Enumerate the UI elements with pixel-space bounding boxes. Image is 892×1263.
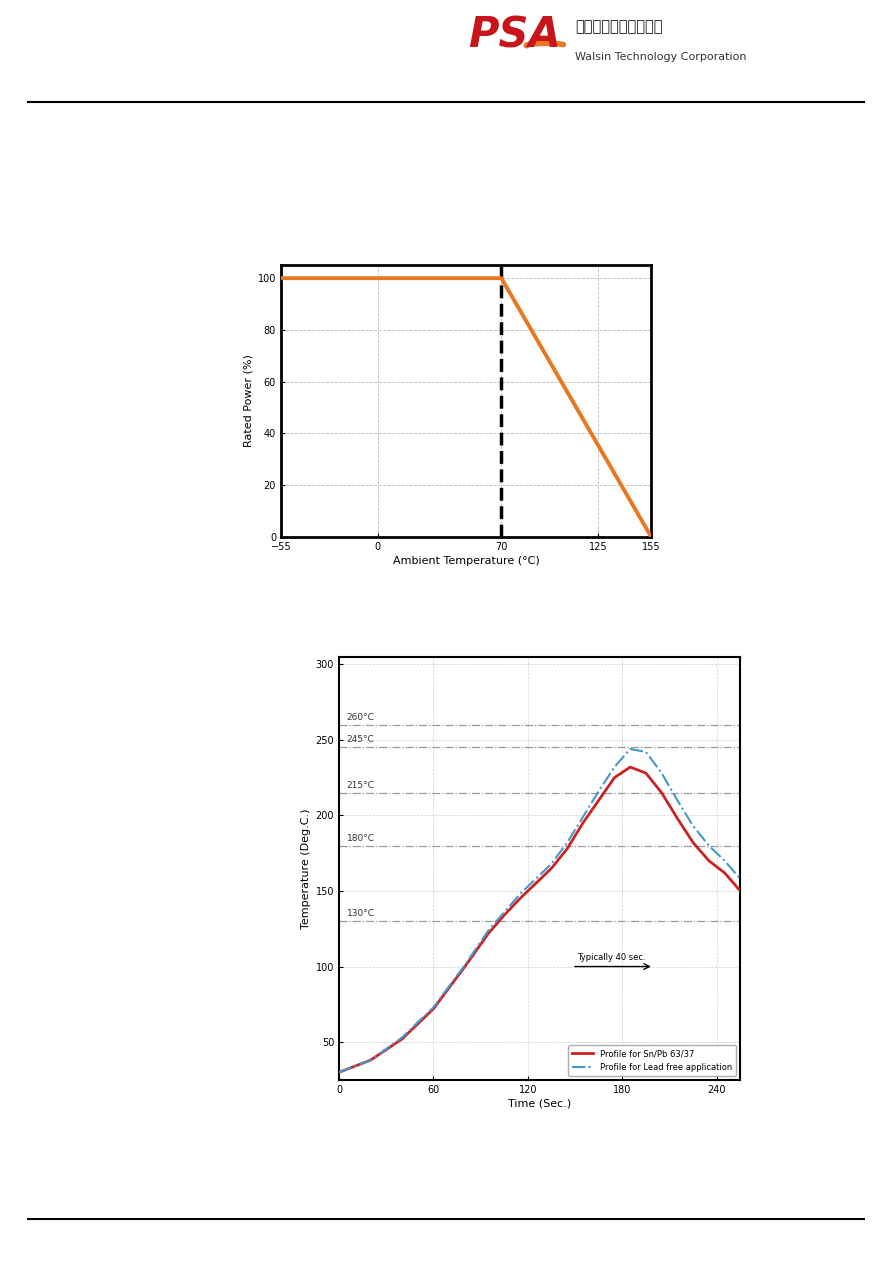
Profile for Sn/Pb 63/37 — [397, 1032, 408, 1047]
Profile for Lead free application — [672, 793, 682, 808]
Y-axis label: Temperature (Deg.C.): Temperature (Deg.C.) — [301, 808, 311, 928]
Profile for Sn/Pb 63/37 — [624, 759, 635, 774]
Profile for Lead free application — [624, 741, 635, 757]
Text: 260°C: 260°C — [347, 712, 375, 721]
Profile for Lead free application — [499, 904, 509, 919]
Text: 130°C: 130°C — [347, 909, 375, 918]
Profile for Lead free application — [397, 1031, 408, 1046]
Text: 215°C: 215°C — [347, 781, 375, 789]
Y-axis label: Rated Power (%): Rated Power (%) — [244, 355, 253, 447]
Profile for Sn/Pb 63/37 — [459, 959, 470, 974]
Profile for Sn/Pb 63/37 — [704, 854, 714, 869]
Profile for Sn/Pb 63/37 — [640, 765, 651, 781]
X-axis label: Time (Sec.): Time (Sec.) — [508, 1099, 571, 1109]
Profile for Lead free application — [578, 810, 589, 825]
Profile for Lead free application — [334, 1065, 344, 1080]
Profile for Sn/Pb 63/37 — [483, 926, 494, 941]
Text: Walsin Technology Corporation: Walsin Technology Corporation — [575, 52, 747, 62]
Profile for Sn/Pb 63/37 — [735, 883, 746, 898]
Profile for Lead free application — [546, 856, 557, 871]
Profile for Lead free application — [704, 839, 714, 854]
Profile for Sn/Pb 63/37 — [515, 890, 525, 906]
Profile for Sn/Pb 63/37 — [531, 875, 541, 890]
Profile for Sn/Pb 63/37 — [657, 786, 667, 801]
Text: 華新科技股份有限公司: 華新科技股份有限公司 — [575, 19, 663, 34]
Text: 180°C: 180°C — [347, 834, 375, 842]
Profile for Sn/Pb 63/37 — [609, 770, 620, 786]
Profile for Sn/Pb 63/37 — [593, 793, 604, 808]
Profile for Sn/Pb 63/37 — [719, 865, 730, 880]
Profile for Sn/Pb 63/37 — [688, 835, 698, 850]
Profile for Lead free application — [719, 854, 730, 869]
Line: Profile for Lead free application: Profile for Lead free application — [339, 749, 740, 1072]
Profile for Lead free application — [562, 835, 573, 850]
Profile for Lead free application — [515, 887, 525, 902]
Profile for Lead free application — [688, 818, 698, 834]
Profile for Sn/Pb 63/37 — [499, 908, 509, 923]
X-axis label: Ambient Temperature (°C): Ambient Temperature (°C) — [392, 556, 540, 566]
Profile for Lead free application — [593, 783, 604, 798]
Text: Typically 40 sec.: Typically 40 sec. — [576, 954, 645, 962]
Profile for Lead free application — [735, 871, 746, 887]
Profile for Sn/Pb 63/37 — [672, 811, 682, 826]
Text: 245°C: 245°C — [347, 735, 375, 744]
Profile for Sn/Pb 63/37 — [428, 1002, 439, 1017]
Profile for Lead free application — [657, 765, 667, 781]
Profile for Lead free application — [365, 1052, 376, 1067]
Profile for Sn/Pb 63/37 — [562, 841, 573, 856]
Profile for Lead free application — [531, 871, 541, 887]
Line: Profile for Sn/Pb 63/37: Profile for Sn/Pb 63/37 — [339, 767, 740, 1072]
Profile for Lead free application — [640, 744, 651, 759]
Profile for Sn/Pb 63/37 — [578, 816, 589, 831]
Legend: Profile for Sn/Pb 63/37, Profile for Lead free application: Profile for Sn/Pb 63/37, Profile for Lea… — [568, 1046, 736, 1076]
Profile for Lead free application — [609, 759, 620, 774]
Profile for Lead free application — [459, 957, 470, 973]
Text: PSA: PSA — [468, 15, 561, 57]
Profile for Lead free application — [428, 1000, 439, 1015]
Profile for Sn/Pb 63/37 — [365, 1052, 376, 1067]
Profile for Sn/Pb 63/37 — [334, 1065, 344, 1080]
Profile for Lead free application — [483, 923, 494, 938]
Profile for Sn/Pb 63/37 — [546, 861, 557, 877]
